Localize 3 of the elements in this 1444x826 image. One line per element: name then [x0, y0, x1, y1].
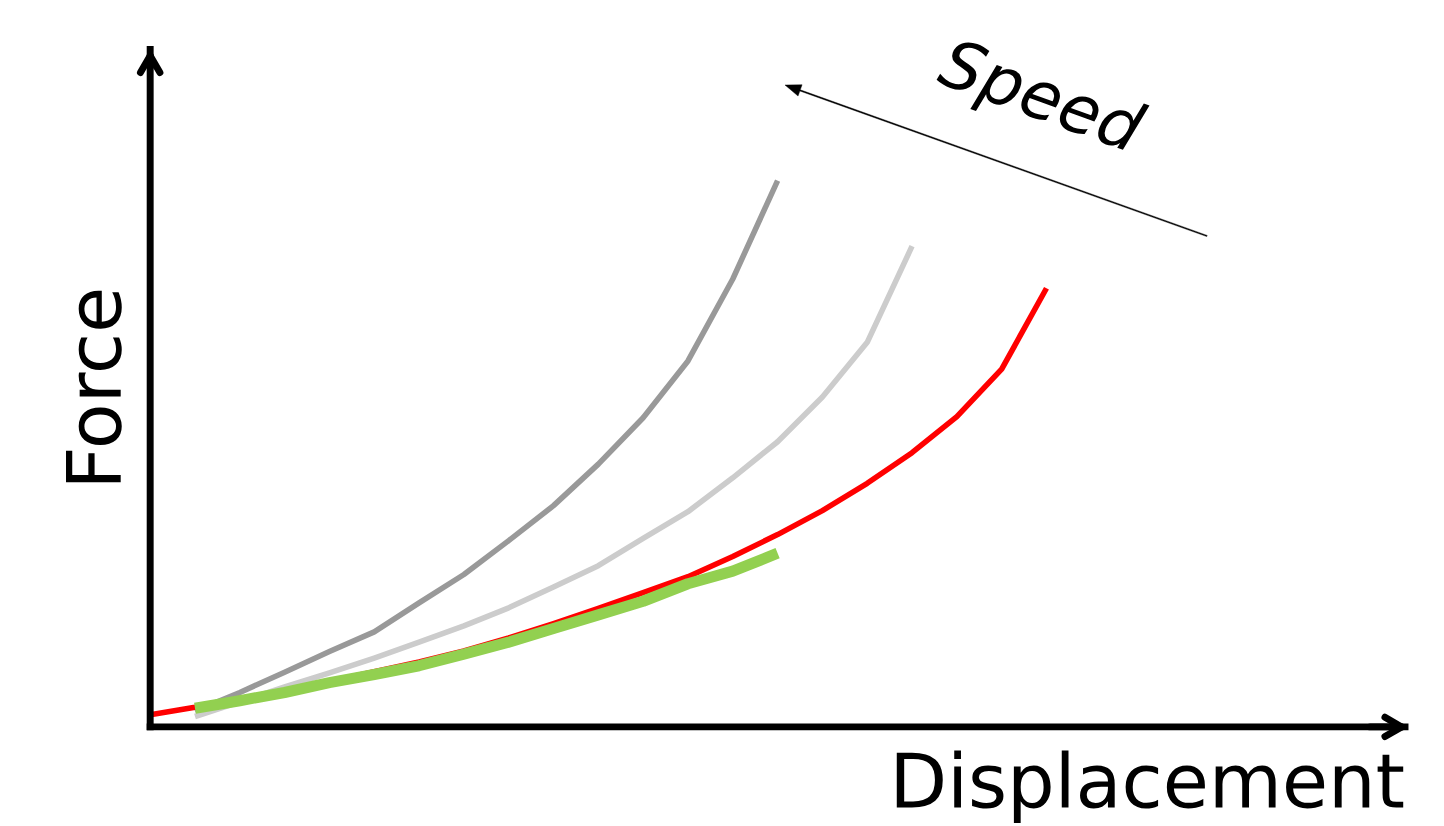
x-axis-title: Displacement [896, 750, 1404, 824]
text: Speed [931, 34, 1150, 167]
y-axis-title: Force [66, 290, 122, 483]
